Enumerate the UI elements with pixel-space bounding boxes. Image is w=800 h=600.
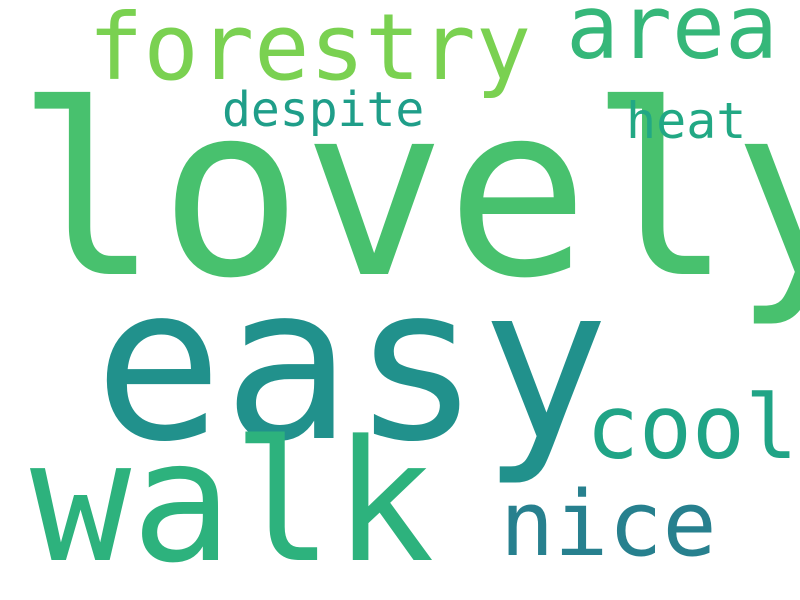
word-lovely: lovely: [16, 54, 800, 331]
word-cool: cool: [586, 376, 798, 479]
word-walk: walk: [30, 404, 435, 600]
word-area: area: [566, 0, 778, 79]
word-easy: easy: [94, 240, 610, 489]
word-nice: nice: [500, 472, 717, 577]
word-forestry: forestry: [88, 0, 532, 101]
word-despite: despite: [222, 82, 425, 138]
word-heat: heat: [626, 92, 747, 150]
